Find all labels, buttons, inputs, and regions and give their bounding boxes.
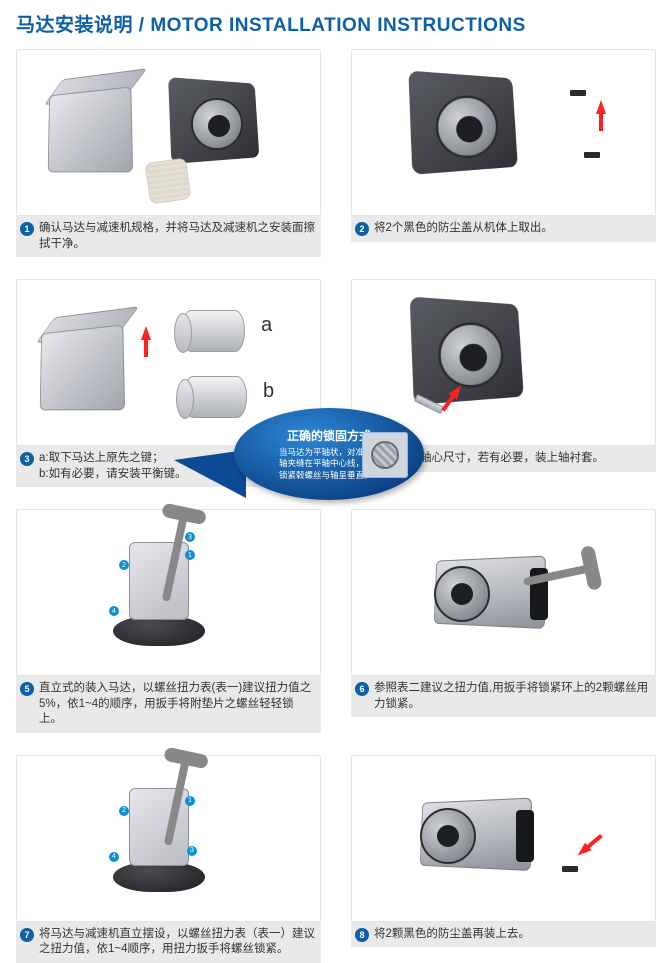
step-8-caption: 8 将2颗黑色的防尘盖再装上去。 — [351, 922, 656, 948]
step-7-figure: 1 2 3 4 — [16, 755, 321, 922]
arrow-up-icon — [596, 100, 606, 114]
step-number-badge: 4 — [355, 452, 369, 466]
step-number-badge: 5 — [20, 682, 34, 696]
dust-cap-icon — [562, 866, 578, 872]
arrow-up-icon — [141, 326, 151, 340]
step-4: 4 确认马达轴心尺寸，若有必要，装上轴衬套。 — [351, 279, 656, 487]
label-a: a — [261, 314, 272, 337]
step-number-badge: 2 — [355, 222, 369, 236]
step-number-badge: 7 — [20, 928, 34, 942]
step-1-figure — [16, 49, 321, 216]
step-6: 6 参照表二建议之扭力值,用扳手将锁紧环上的2颗螺丝用力锁紧。 — [351, 509, 656, 733]
wipe-hand-icon — [145, 158, 192, 205]
step-2-figure — [351, 49, 656, 216]
step-6-figure — [351, 509, 656, 676]
step-number-badge: 8 — [355, 928, 369, 942]
key-cylinder-icon — [183, 376, 247, 418]
step-5-caption: 5 直立式的装入马达，以螺丝扭力表(表一)建议扭力值之5%，依1~4的顺序，用扳… — [16, 676, 321, 733]
step-5: 1 2 3 4 5 直立式的装入马达，以螺丝扭力表(表一)建议扭力值之5%，依1… — [16, 509, 321, 733]
step-4-figure — [351, 279, 656, 446]
step-3-caption: 3 a:取下马达上原先之键； b:如有必要，请安装平衡键。 — [16, 446, 321, 487]
step-7-caption: 7 将马达与减速机直立摆设，以螺丝扭力表（表一）建议之扭力值，依1~4顺序，用扭… — [16, 922, 321, 963]
step-8: 8 将2颗黑色的防尘盖再装上去。 — [351, 755, 656, 963]
dust-cap-icon — [570, 90, 586, 96]
step-5-figure: 1 2 3 4 — [16, 509, 321, 676]
step-number-badge: 1 — [20, 222, 34, 236]
step-3-figure: a b — [16, 279, 321, 446]
step-2-caption: 2 将2个黑色的防尘盖从机体上取出。 — [351, 216, 656, 242]
step-7: 1 2 3 4 7 将马达与减速机直立摆设，以螺丝扭力表（表一）建议之扭力值，依… — [16, 755, 321, 963]
step-8-figure — [351, 755, 656, 922]
step-1: 1 确认马达与减速机规格，并将马达及减速机之安装面擦拭干净。 — [16, 49, 321, 257]
step-2: 2 将2个黑色的防尘盖从机体上取出。 — [351, 49, 656, 257]
dust-cap-icon — [584, 152, 600, 158]
arrow-icon — [574, 842, 591, 859]
step-3: a b 3 a:取下马达上原先之键； b:如有必要，请安装平衡键。 — [16, 279, 321, 487]
page-title: 马达安装说明 / MOTOR INSTALLATION INSTRUCTIONS — [16, 10, 656, 37]
step-4-caption: 4 确认马达轴心尺寸，若有必要，装上轴衬套。 — [351, 446, 656, 472]
key-cylinder-icon — [181, 310, 245, 352]
step-number-badge: 3 — [20, 452, 34, 466]
label-b: b — [263, 380, 274, 403]
step-1-caption: 1 确认马达与减速机规格，并将马达及减速机之安装面擦拭干净。 — [16, 216, 321, 257]
step-number-badge: 6 — [355, 682, 369, 696]
steps-grid: 1 确认马达与减速机规格，并将马达及减速机之安装面擦拭干净。 2 将2个黑色的防… — [16, 49, 656, 963]
step-6-caption: 6 参照表二建议之扭力值,用扳手将锁紧环上的2颗螺丝用力锁紧。 — [351, 676, 656, 717]
